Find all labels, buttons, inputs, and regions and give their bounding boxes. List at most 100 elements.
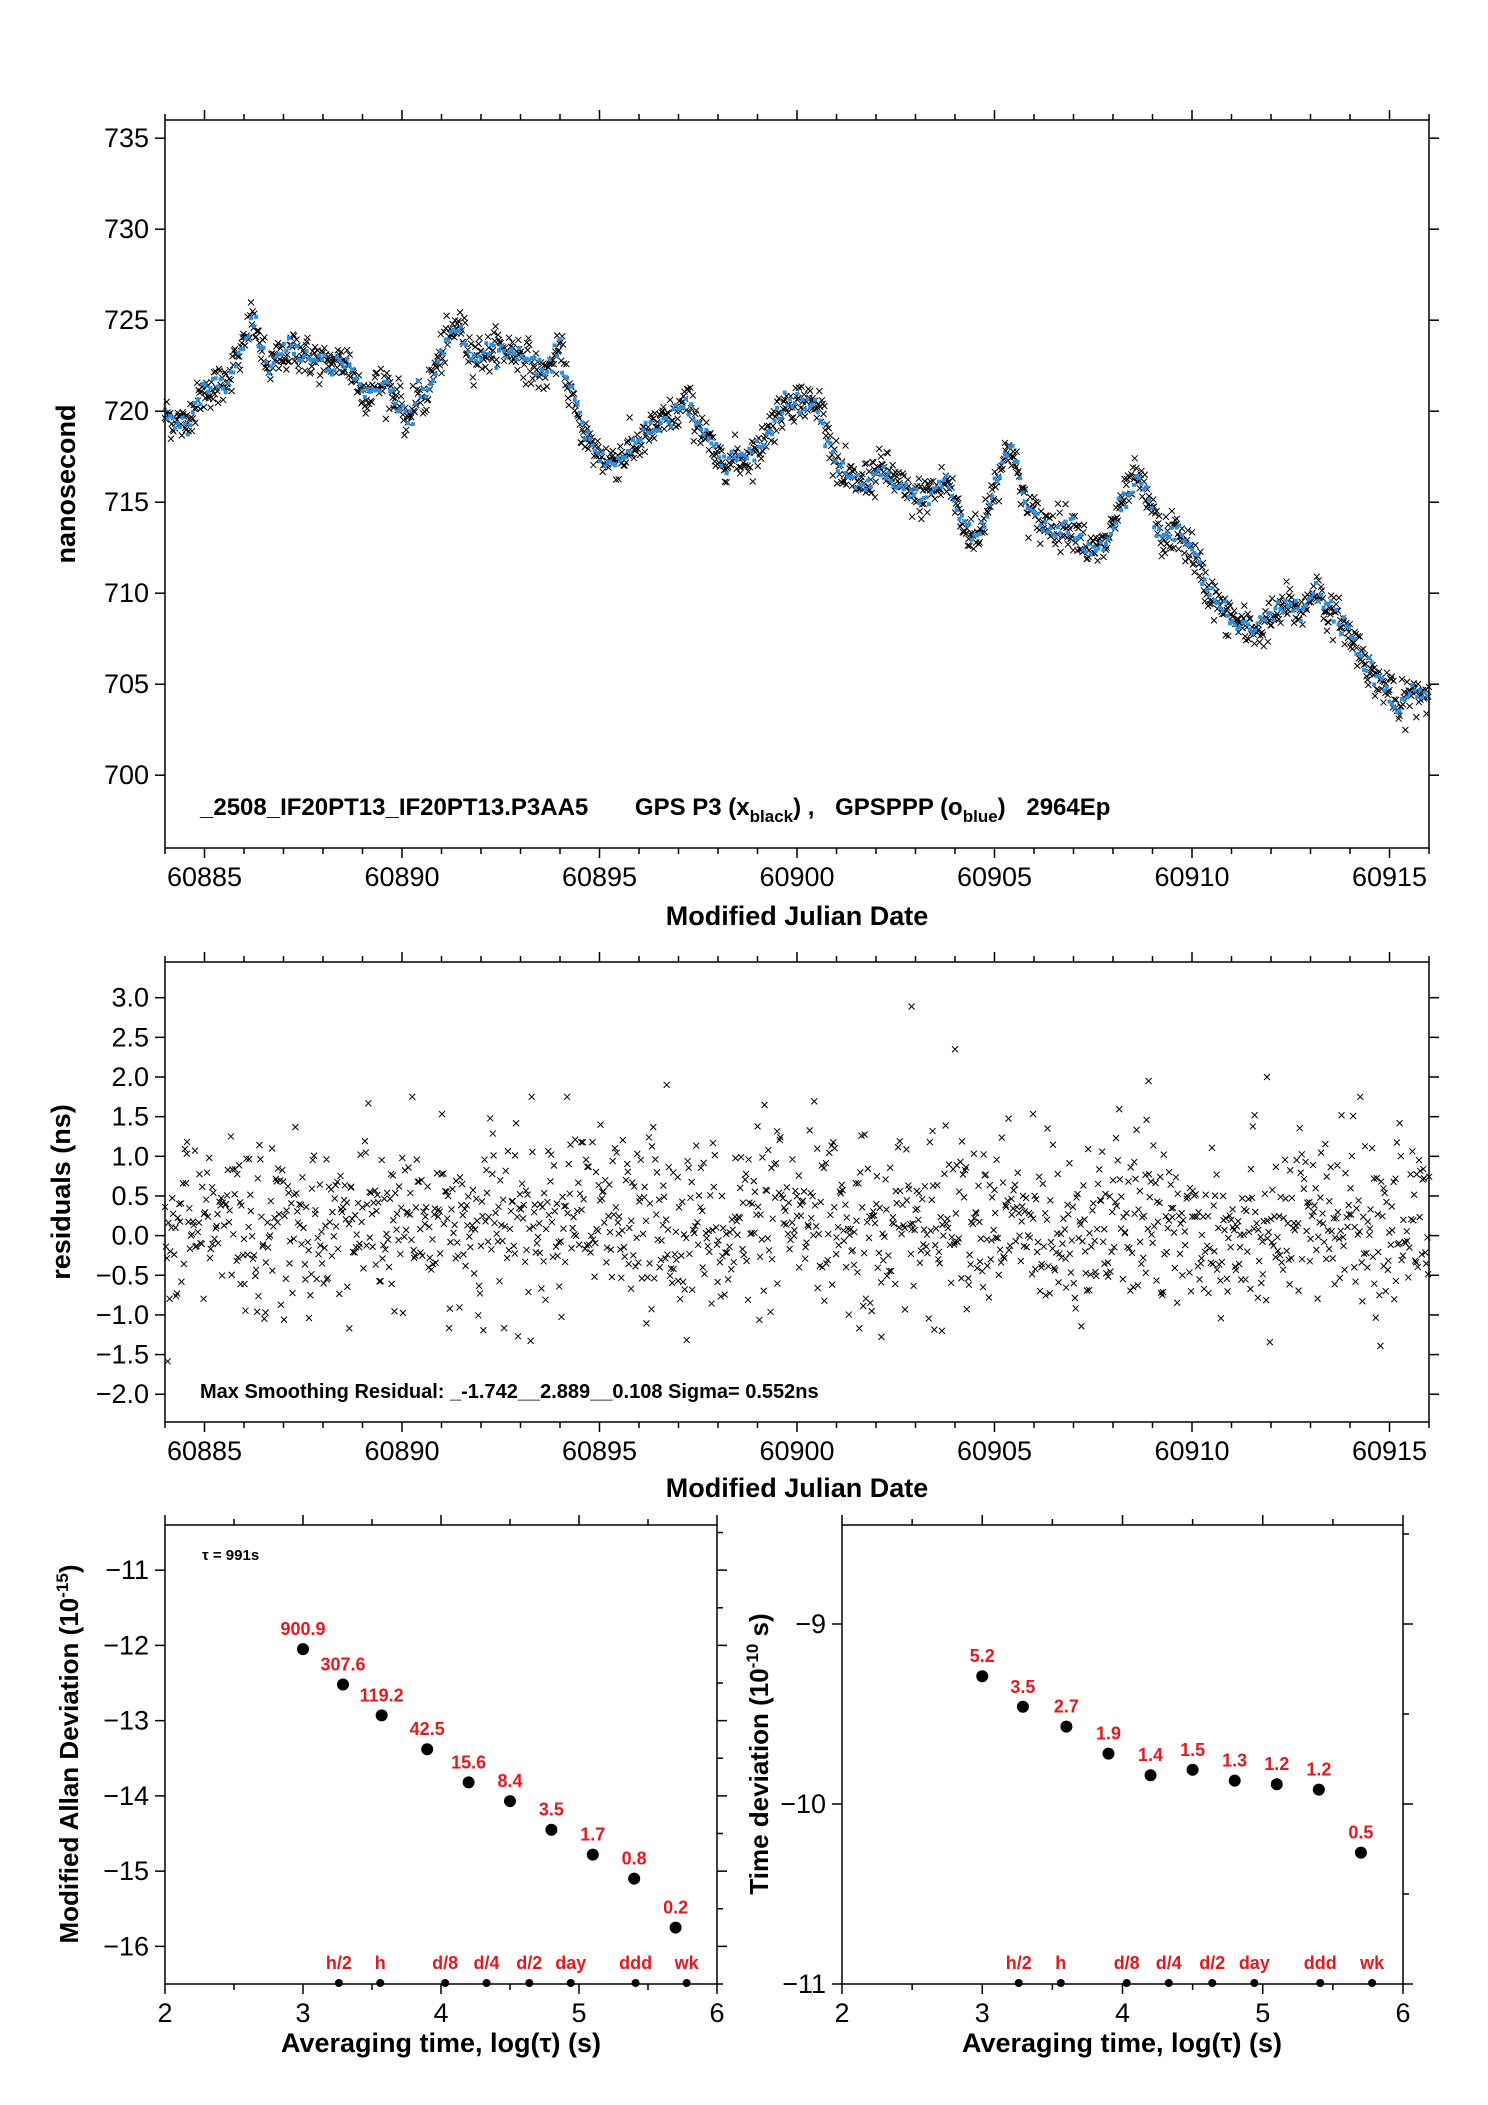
gps-p3-point	[825, 424, 832, 432]
residual-point	[1178, 1209, 1186, 1217]
residual-point	[1071, 1294, 1079, 1302]
gpsppp-point	[314, 358, 319, 363]
residual-point	[544, 1198, 551, 1206]
gpsppp-point	[679, 404, 684, 409]
gps-p3-point	[1056, 509, 1064, 517]
gpsppp-point	[1055, 525, 1060, 530]
residual-point	[1335, 1235, 1343, 1243]
residual-point	[338, 1208, 346, 1216]
gpsppp-point	[1298, 619, 1303, 624]
residual-point	[955, 1188, 963, 1196]
gpsppp-point	[760, 445, 765, 450]
gps-p3-point	[759, 447, 767, 455]
residual-point	[231, 1190, 238, 1198]
gpsppp-point	[1387, 699, 1392, 704]
gpsppp-point	[195, 397, 200, 402]
y-tick-label: −13	[103, 1706, 149, 1736]
residual-point	[617, 1274, 625, 1282]
residual-point	[436, 1208, 444, 1216]
residual-point	[306, 1291, 314, 1299]
gpsppp-point	[641, 427, 646, 432]
residual-point	[1245, 1195, 1252, 1203]
residual-point	[1314, 1295, 1321, 1302]
time-marker-dot	[1122, 1979, 1131, 1987]
x-tick-label: 60890	[364, 862, 439, 892]
y-tick-label: −12	[103, 1630, 149, 1660]
gpsppp-point	[380, 382, 385, 387]
residual-point	[1064, 1201, 1071, 1209]
gpsppp-point	[1002, 451, 1007, 456]
residual-point	[298, 1240, 305, 1248]
y-tick-label: −0.5	[96, 1260, 149, 1290]
residual-point	[436, 1250, 444, 1257]
gpsppp-point	[226, 380, 231, 385]
gpsppp-point	[1109, 531, 1114, 536]
residual-point	[1034, 1238, 1042, 1246]
gpsppp-point	[441, 351, 446, 356]
residual-point	[1306, 1257, 1314, 1265]
residual-point	[1379, 1212, 1386, 1220]
residual-point	[254, 1175, 262, 1182]
residual-point	[353, 1231, 361, 1238]
time-marker-label: ddd	[619, 1953, 652, 1973]
gps-p3-point	[594, 437, 601, 445]
gps-p3-point	[769, 422, 777, 430]
gpsppp-point	[1230, 618, 1235, 623]
residual-point	[708, 1300, 715, 1307]
gpsppp-point	[987, 502, 992, 507]
residual-point	[1009, 1205, 1017, 1212]
residual-point	[467, 1243, 474, 1251]
residual-point	[591, 1239, 599, 1247]
residual-point	[779, 1194, 787, 1202]
gps-p3-point	[669, 417, 676, 425]
gpsppp-point	[1104, 542, 1109, 547]
point-value-label: 15.6	[451, 1752, 486, 1772]
gpsppp-point	[1253, 628, 1258, 633]
gpsppp-point	[717, 455, 722, 460]
gpsppp-point	[944, 474, 949, 479]
gps-p3-point	[255, 327, 262, 335]
point-value-label: 0.5	[1348, 1823, 1373, 1843]
time-marker-dot	[1056, 1979, 1065, 1987]
gps-p3-point	[861, 460, 869, 468]
gps-p3-point	[395, 375, 402, 382]
y-label-tail: )	[54, 1565, 84, 1574]
residual-point	[722, 1249, 729, 1256]
gpsppp-point	[1116, 496, 1121, 501]
gpsppp-point	[1311, 591, 1316, 596]
residual-point	[301, 1276, 309, 1283]
gps-p3-point	[423, 406, 430, 414]
gps-p3-point	[798, 383, 805, 390]
residual-point	[610, 1211, 618, 1219]
gpsppp-point	[357, 382, 362, 387]
gpsppp-point	[527, 358, 532, 363]
gpsppp-point	[889, 478, 894, 483]
gpsppp-point	[1265, 610, 1270, 615]
y-axis-label: Time deviation (10-10 s)	[743, 1613, 774, 1894]
gpsppp-point	[952, 498, 957, 503]
gpsppp-point	[243, 336, 248, 341]
residual-point	[332, 1181, 339, 1189]
residual-point	[626, 1224, 633, 1232]
residual-point	[1222, 1214, 1230, 1222]
residual-point	[570, 1213, 577, 1221]
residual-point	[549, 1253, 557, 1261]
residual-point	[929, 1127, 936, 1135]
residual-point	[580, 1195, 587, 1203]
gpsppp-point	[673, 402, 678, 407]
residual-point	[296, 1200, 303, 1208]
gpsppp-point	[620, 455, 625, 460]
residual-point	[934, 1255, 942, 1263]
residual-point	[218, 1272, 226, 1279]
gpsppp-point	[216, 384, 221, 389]
gps-p3-point	[821, 402, 828, 410]
residual-point	[490, 1152, 497, 1159]
residual-point	[789, 1155, 796, 1163]
gps-p3-point	[1290, 619, 1298, 627]
black-subscript: black	[750, 807, 794, 826]
residual-point	[561, 1258, 569, 1266]
gps-p3-point	[872, 478, 880, 485]
residual-point	[963, 1305, 971, 1313]
residual-point	[646, 1200, 654, 1207]
residual-point	[351, 1211, 359, 1219]
